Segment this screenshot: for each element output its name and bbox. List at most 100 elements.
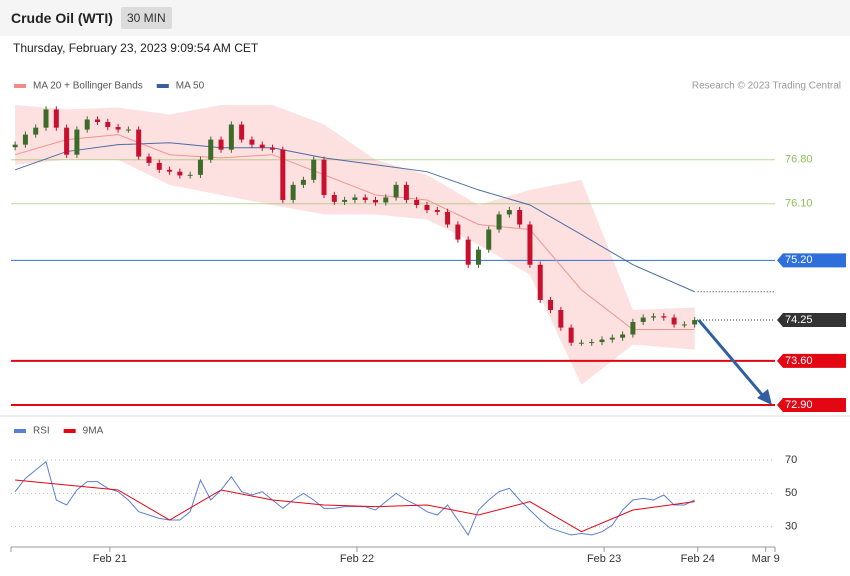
level-label: 73.60 [785,355,813,367]
candle-body [321,159,327,195]
legend-swatch [14,429,26,433]
candle-body [496,214,502,230]
candle-body [74,129,80,155]
candle-body [383,197,389,203]
candle-body [342,199,348,202]
candle-body [125,129,131,131]
candle-body [548,299,554,310]
candle-body [177,171,183,176]
y-tick-label: 30 [785,521,797,533]
candle-body [259,144,265,148]
candle-body [414,199,420,205]
level-label: 76.10 [785,198,813,210]
candle-body [630,321,636,335]
candle-body [197,159,203,175]
legend-swatch [156,84,169,88]
candle-body [651,316,657,318]
x-tick-label: Mar 9 [752,553,780,565]
candle-body [465,239,471,265]
candle-body [640,317,646,322]
legend-label: MA 50 [176,81,205,92]
level-label-box [777,353,846,368]
candle-body [12,144,18,148]
legend-label: 9MA [83,426,104,437]
candle-body [537,264,543,300]
moving-average-line [14,134,695,330]
candle-body [156,162,162,170]
indicator-line [15,479,695,533]
candle-body [517,210,523,225]
bollinger-band [15,105,695,385]
candle-body [84,119,90,130]
datetime: Thursday, February 23, 2023 9:09:54 AM C… [13,41,259,55]
timeframe-badge[interactable]: 30 MIN [121,7,172,29]
candle-body [403,184,409,200]
candle-body [22,134,28,145]
candle-body [249,139,255,145]
candle-body [331,194,337,202]
level-label-box [777,253,846,268]
y-tick-label: 70 [785,454,797,466]
candle-body [218,139,224,150]
candle-body [434,210,440,212]
candle-body [609,337,615,340]
candle-body [475,249,481,265]
candle-body [692,320,698,325]
instrument-title: Crude Oil (WTI) [11,10,113,26]
candle-body [94,119,100,123]
candle-body [568,327,574,343]
indicator-line [14,460,695,537]
candle-body [33,127,39,135]
candle-body [146,156,152,163]
candle-body [599,339,605,343]
candle-body [136,129,142,157]
candle-body [280,149,286,200]
candle-body [455,224,461,240]
level-label: 72.90 [785,399,813,411]
candle-body [589,342,595,344]
candle-body [681,324,687,326]
candle-body [53,109,59,128]
candle-body [372,199,378,203]
level-label: 75.20 [785,254,813,266]
candle-body [311,159,317,180]
x-tick-label: Feb 24 [681,553,715,565]
x-tick-label: Feb 21 [93,553,127,565]
candle-body [362,197,368,200]
candle-body [270,147,276,150]
candle-body [506,210,512,215]
legend-label: RSI [33,426,50,437]
candle-body [578,342,584,344]
legend-label: MA 20 + Bollinger Bands [33,81,143,92]
candle-body [445,211,451,225]
candle-body [393,184,399,198]
candle-body [671,317,677,325]
candle-body [424,205,430,211]
candle-body [620,334,626,338]
candle-body [64,127,70,155]
legend-swatch [14,84,26,88]
candle-body [105,122,111,128]
legend-swatch [63,429,76,433]
candle-body [115,127,121,130]
candle-body [239,124,245,140]
level-label: 74.25 [785,314,813,326]
candle-body [167,169,173,172]
x-tick-label: Feb 23 [587,553,621,565]
level-label-box [777,397,846,412]
candle-body [187,174,193,176]
candle-body [43,109,49,128]
x-tick-label: Feb 22 [340,553,374,565]
moving-average-line [14,142,695,293]
candle-body [228,124,234,150]
level-label: 76.80 [785,154,813,166]
candle-body [558,310,564,328]
level-label-box [777,313,846,328]
candle-body [352,197,358,200]
y-tick-label: 50 [785,487,797,499]
candle-body [486,229,492,250]
candle-body [661,316,667,318]
forecast-arrow [697,319,766,398]
